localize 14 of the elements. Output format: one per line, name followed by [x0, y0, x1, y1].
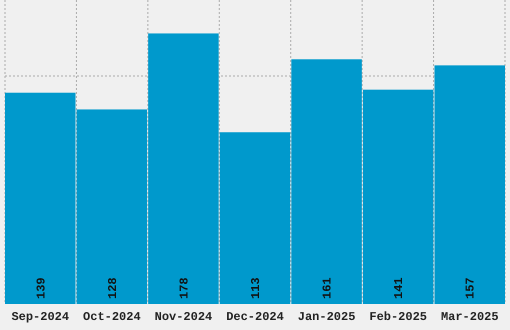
- data-label: 128: [106, 277, 120, 299]
- data-label: 161: [320, 277, 335, 299]
- x-tick-label: Feb-2025: [369, 310, 427, 324]
- x-tick-label: Nov-2024: [154, 310, 212, 324]
- x-tick-label: Mar-2025: [440, 310, 499, 324]
- x-tick-label: Sep-2024: [11, 310, 70, 324]
- x-tick-label: Oct-2024: [83, 310, 141, 324]
- data-label: 113: [249, 277, 263, 299]
- x-tick-label: Dec-2024: [226, 310, 284, 324]
- data-label: 139: [34, 277, 48, 299]
- x-tick-label: Jan-2025: [298, 310, 356, 324]
- data-label: 141: [392, 277, 406, 299]
- data-label: 178: [177, 277, 192, 299]
- data-label: 157: [464, 277, 478, 299]
